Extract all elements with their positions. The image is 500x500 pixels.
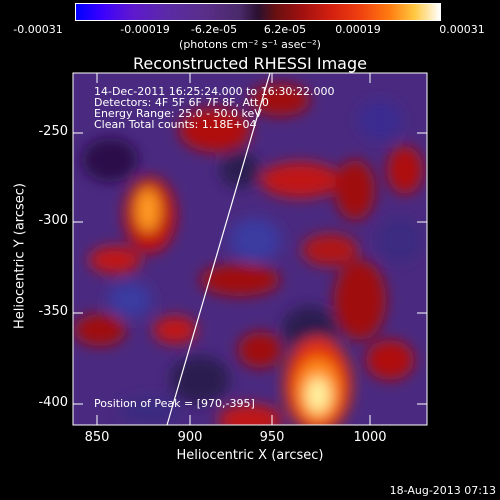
colorbar-tick-label: 0.00031 — [439, 23, 485, 36]
peak-position: Position of Peak = [970,-395] — [94, 397, 255, 410]
info-line: Clean Total counts: 1.18E+04 — [94, 118, 257, 131]
colorbar-tick-label: -0.00031 — [13, 23, 63, 36]
y-axis-title: Heliocentric Y (arcsec) — [12, 183, 28, 329]
y-tick-label: -350 — [38, 304, 68, 319]
x-tick-label: 1000 — [353, 430, 387, 445]
x-tick-label: 900 — [177, 430, 203, 445]
info-line: Detectors: 4F 5F 6F 7F 8F, Att 0 — [94, 96, 269, 109]
colorbar-tick-label: 0.00019 — [335, 23, 381, 36]
info-line: 14-Dec-2011 16:25:24.000 to 16:30:22.000 — [94, 85, 335, 98]
colorbar-tick-label: -0.00019 — [120, 23, 170, 36]
x-tick-label: 850 — [84, 430, 110, 445]
solar-limb-line — [166, 73, 271, 425]
x-tick-label: 950 — [259, 430, 285, 445]
y-tick-label: -400 — [38, 395, 68, 410]
info-line: Energy Range: 25.0 - 50.0 keV — [94, 107, 262, 120]
plot-timestamp: 18-Aug-2013 07:13 — [389, 484, 496, 497]
y-tick-label: -250 — [38, 124, 68, 139]
colorbar — [75, 3, 441, 21]
x-axis-title: Heliocentric X (arcsec) — [176, 448, 324, 463]
colorbar-units: (photons cm⁻² s⁻¹ asec⁻²) — [179, 38, 321, 51]
colorbar-tick-label: -6.2e-05 — [190, 23, 238, 36]
y-tick-label: -300 — [38, 213, 68, 228]
colorbar-tick-label: 6.2e-05 — [263, 23, 307, 36]
plot-title: Reconstructed RHESSI Image — [133, 54, 367, 73]
